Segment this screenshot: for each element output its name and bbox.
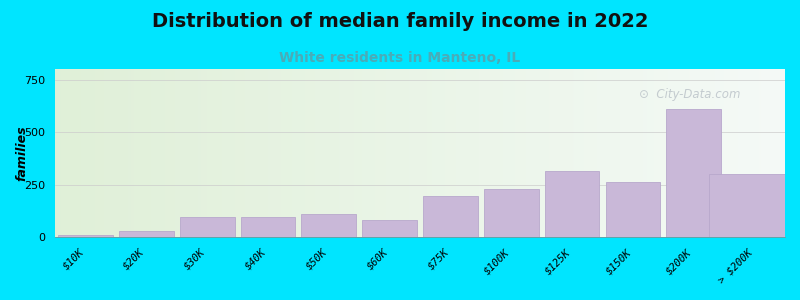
Bar (606, 182, 660, 237)
Bar (545, 171, 599, 237)
Text: Distribution of median family income in 2022: Distribution of median family income in … (152, 12, 648, 31)
Bar (484, 189, 538, 237)
Bar (709, 174, 800, 237)
Bar (58, 235, 113, 237)
Bar (241, 217, 295, 237)
Bar (423, 196, 478, 237)
Text: ⊙  City-Data.com: ⊙ City-Data.com (639, 88, 741, 101)
Y-axis label: families: families (15, 125, 28, 181)
Bar (119, 231, 174, 237)
Bar (362, 220, 417, 237)
Bar (180, 217, 234, 237)
Bar (666, 109, 721, 237)
Bar (302, 214, 356, 237)
Text: White residents in Manteno, IL: White residents in Manteno, IL (279, 51, 521, 65)
